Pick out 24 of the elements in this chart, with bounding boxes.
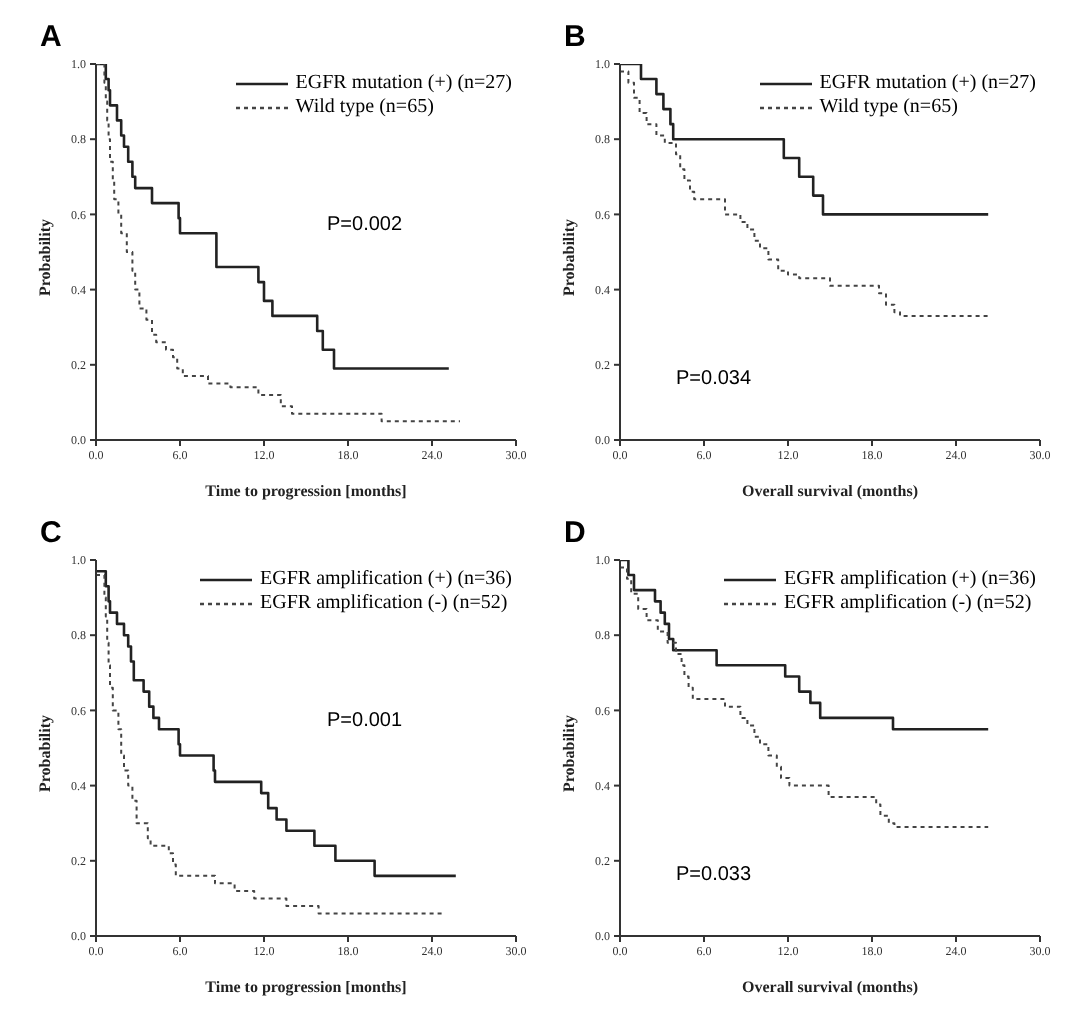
- chart-title: C: [40, 516, 62, 550]
- x-axis-title: Time to progression [months]: [205, 978, 408, 996]
- x-axis-title: Time to progression [months]: [205, 482, 408, 500]
- legend-label: EGFR mutation (+) (n=27): [295, 72, 512, 96]
- annotation: P=0.033: [676, 864, 752, 886]
- annotation: P=0.001: [327, 710, 403, 733]
- chart-title: A: [40, 20, 62, 54]
- y-axis-title: Probability: [559, 218, 578, 296]
- y-axis-title: Probability: [559, 714, 578, 792]
- annotation: P=0.034: [676, 368, 752, 390]
- x-axis-title: Overall survival (months): [742, 482, 919, 500]
- legend-label: Wild type (n=65): [819, 96, 958, 120]
- chart-title: D: [564, 516, 586, 550]
- annotation: P=0.002: [327, 214, 403, 237]
- legend-label: EGFR amplification (+) (n=36): [260, 568, 512, 592]
- legend-label: EGFR amplification (-) (n=52): [260, 592, 508, 616]
- chart-title: B: [564, 20, 586, 54]
- legend-label: EGFR amplification (+) (n=36): [784, 568, 1036, 592]
- y-axis-title: Probability: [35, 714, 54, 792]
- legend-label: EGFR mutation (+) (n=27): [819, 72, 1036, 96]
- x-axis-title: Overall survival (months): [742, 978, 919, 996]
- legend-label: EGFR amplification (-) (n=52): [784, 592, 1032, 616]
- legend-label: Wild type (n=65): [295, 96, 434, 120]
- y-axis-title: Probability: [35, 218, 54, 296]
